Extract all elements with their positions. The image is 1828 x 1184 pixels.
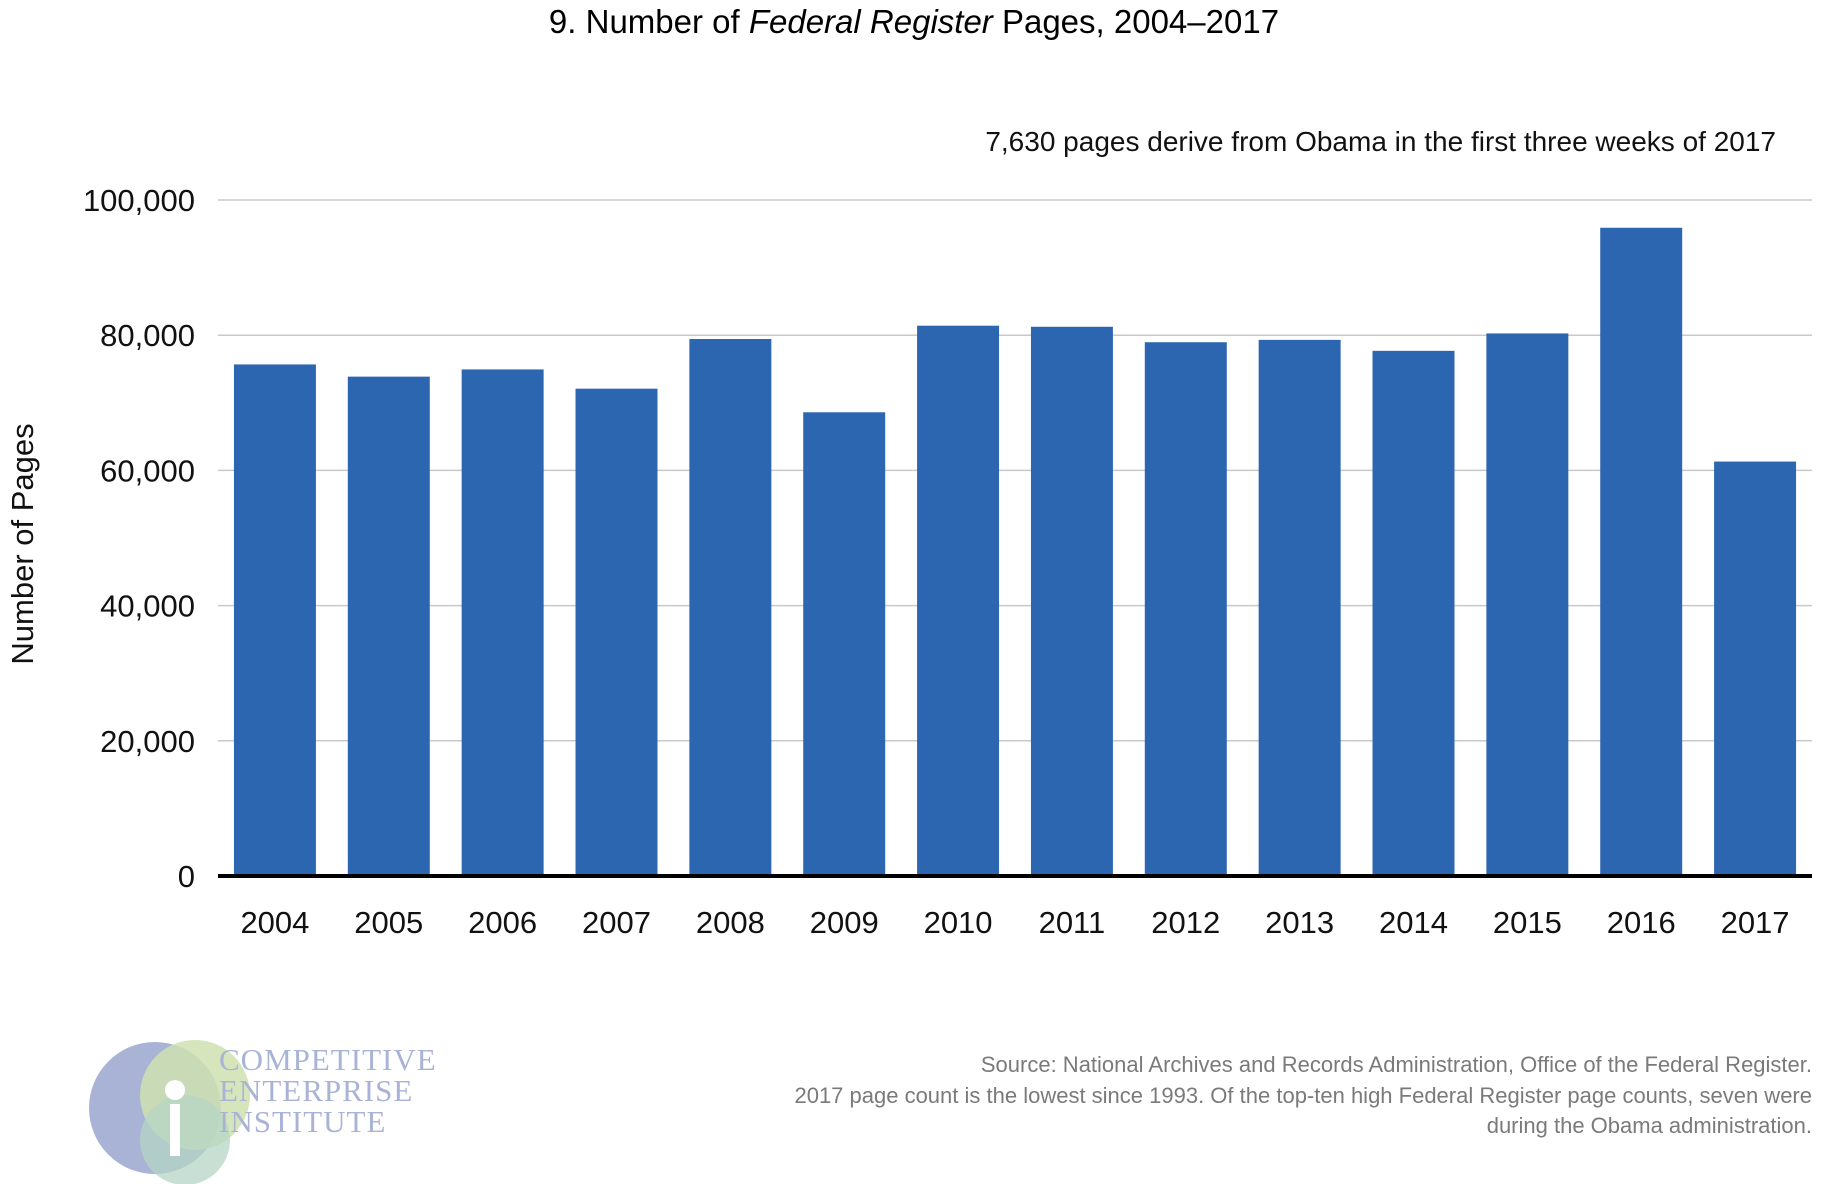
- y-tick-label: 40,000: [100, 589, 195, 624]
- logo-figure-head-icon: [165, 1080, 185, 1100]
- cei-logo: COMPETITIVE ENTERPRISE INSTITUTE: [89, 1040, 437, 1184]
- bar-2013: [1258, 339, 1341, 876]
- bar-2010: [917, 325, 1000, 876]
- x-tick-label: 2011: [1039, 905, 1106, 940]
- x-tick-label: 2008: [696, 905, 765, 940]
- x-axis-ticks: 2004 2005 2006 2007 2008 2009 2010 2011 2012 2013…: [240, 905, 1789, 940]
- bar-2004: [233, 364, 316, 876]
- logo-figure-body-icon: [170, 1104, 180, 1156]
- gridlines: [218, 199, 1812, 742]
- bar-2008: [689, 339, 772, 876]
- bar-2007: [575, 388, 658, 876]
- x-tick-label: 2017: [1721, 905, 1790, 940]
- logo-text-line-1: COMPETITIVE: [219, 1042, 437, 1077]
- y-tick-label: 20,000: [100, 724, 195, 759]
- y-axis-ticks: 0 20,000 40,000 60,000 80,000 100,000: [83, 183, 195, 894]
- x-tick-label: 2010: [924, 905, 993, 940]
- x-tick-label: 2016: [1607, 905, 1676, 940]
- source-line-2: 2017 page count is the lowest since 1993…: [794, 1083, 1812, 1108]
- chart-annotation: 7,630 pages derive from Obama in the fir…: [985, 126, 1776, 157]
- x-tick-label: 2009: [810, 905, 879, 940]
- chart-title-prefix: 9. Number of: [549, 3, 749, 40]
- bar-2014: [1372, 350, 1455, 876]
- chart-title-suffix: Pages, 2004–2017: [993, 3, 1279, 40]
- x-tick-label: 2014: [1379, 905, 1448, 940]
- x-tick-label: 2004: [240, 905, 309, 940]
- bar-2015: [1486, 333, 1569, 877]
- source-line-1: Source: National Archives and Records Ad…: [981, 1052, 1812, 1077]
- y-tick-label: 0: [178, 859, 195, 894]
- y-tick-label: 100,000: [83, 183, 195, 218]
- bar-2017: [1714, 461, 1797, 876]
- source-line-3: during the Obama administration.: [1487, 1113, 1812, 1138]
- logo-text-line-3: INSTITUTE: [219, 1104, 386, 1139]
- x-tick-label: 2015: [1493, 905, 1562, 940]
- x-tick-label: 2012: [1151, 905, 1220, 940]
- x-tick-label: 2005: [354, 905, 423, 940]
- bar-2012: [1144, 342, 1227, 876]
- y-axis-label: Number of Pages: [5, 423, 40, 664]
- bar-2016: [1600, 227, 1683, 876]
- x-tick-label: 2013: [1265, 905, 1334, 940]
- chart-title-italic: Federal Register: [749, 3, 995, 40]
- y-tick-label: 60,000: [100, 453, 195, 488]
- bar-2009: [803, 412, 886, 876]
- bar-2005: [347, 376, 430, 876]
- bars: [233, 227, 1797, 877]
- bar-2006: [461, 369, 544, 876]
- bar-2011: [1030, 326, 1113, 877]
- chart-title: 9. Number of Federal Register Pages, 200…: [549, 3, 1279, 40]
- logo-leaf-icon-2: [140, 1095, 230, 1184]
- x-tick-label: 2006: [468, 905, 537, 940]
- logo-text-line-2: ENTERPRISE: [219, 1073, 413, 1108]
- y-tick-label: 80,000: [100, 318, 195, 353]
- x-tick-label: 2007: [582, 905, 651, 940]
